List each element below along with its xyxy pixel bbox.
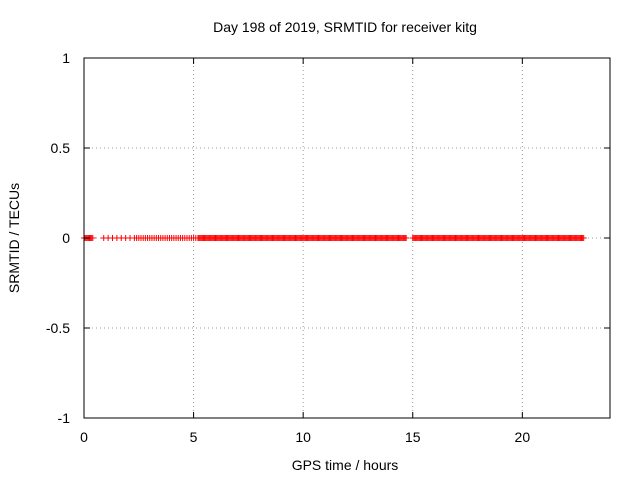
data-point <box>403 235 410 241</box>
x-axis-label: GPS time / hours <box>292 457 399 473</box>
x-tick-label: 5 <box>190 429 198 445</box>
y-tick-label: -1 <box>58 410 71 426</box>
chart-title: Day 198 of 2019, SRMTID for receiver kit… <box>213 19 477 35</box>
y-axis-label: SRMTID / TECUs <box>6 183 22 293</box>
data-points <box>81 235 587 241</box>
x-tick-label: 20 <box>515 429 531 445</box>
y-tick-label: -0.5 <box>46 320 70 336</box>
y-tick-label: 0.5 <box>51 140 71 156</box>
y-tick-label: 1 <box>62 50 70 66</box>
axis-ticks: -1-0.500.510 5 10 15 20 <box>46 50 610 445</box>
x-tick-label: 0 <box>80 429 88 445</box>
data-point <box>89 235 96 241</box>
data-point <box>580 235 587 241</box>
x-tick-label: 10 <box>295 429 311 445</box>
y-tick-label: 0 <box>62 230 70 246</box>
x-tick-label: 15 <box>405 429 421 445</box>
